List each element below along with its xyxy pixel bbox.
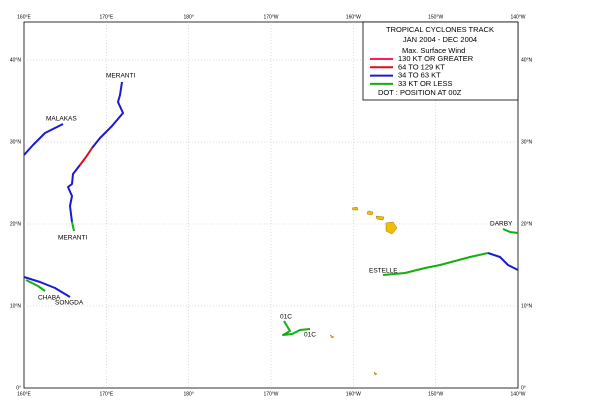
lat-label: 30°N <box>521 139 533 145</box>
lon-label: 160°E <box>17 391 31 397</box>
track <box>23 276 71 298</box>
track <box>67 164 81 223</box>
lon-label: 180° <box>183 14 193 20</box>
lat-label: 10°N <box>10 303 22 309</box>
storm-label: CHABA <box>38 295 61 302</box>
lon-label: 160°W <box>346 391 361 397</box>
hawaii <box>329 206 398 376</box>
legend-subtitle: Max. Surface Wind <box>402 46 465 55</box>
lon-label: 150°W <box>428 14 443 20</box>
lat-label: 20°N <box>521 221 533 227</box>
lat-label: 30°N <box>10 139 22 145</box>
lon-label: 150°W <box>428 391 443 397</box>
lon-label: 170°W <box>263 391 278 397</box>
storm-label: MALAKAS <box>46 116 77 123</box>
lon-label: 170°W <box>263 14 278 20</box>
track <box>502 228 519 234</box>
legend-title: TROPICAL CYCLONES TRACK <box>386 25 494 34</box>
track <box>487 252 519 271</box>
track <box>91 81 124 149</box>
legend-period: JAN 2004 - DEC 2004 <box>403 35 477 44</box>
legend-label: 64 TO 129 KT <box>398 62 445 71</box>
lat-label: 40°N <box>521 57 533 63</box>
storm-labels: MERANTI MALAKAS MERANTI CHABA SONGDA DAR… <box>38 73 513 339</box>
legend-box <box>362 21 519 101</box>
storm-label: 01C <box>304 332 316 339</box>
storm-label: MERANTI <box>58 235 87 242</box>
lat-label: 0° <box>16 385 21 391</box>
lon-label: 140°W <box>510 14 525 20</box>
track <box>25 279 46 292</box>
lat-label: 0° <box>521 385 526 391</box>
lon-label: 160°W <box>346 14 361 20</box>
track <box>79 147 93 166</box>
lat-label: 20°N <box>10 221 22 227</box>
track <box>71 221 75 232</box>
legend-label: 34 TO 63 KT <box>398 71 441 80</box>
lon-label: 140°W <box>510 391 525 397</box>
lon-label: 170°E <box>99 391 113 397</box>
track <box>23 123 64 156</box>
track <box>382 252 489 276</box>
legend-label: 33 KT OR LESS <box>398 79 452 88</box>
lon-label: 160°E <box>17 14 31 20</box>
legend-label: 130 KT OR GREATER <box>398 54 474 63</box>
storm-label: MERANTI <box>106 73 135 80</box>
lon-label: 170°E <box>99 14 113 20</box>
storm-label: SONGDA <box>55 300 84 307</box>
track <box>282 320 311 336</box>
lat-label: 40°N <box>10 57 22 63</box>
lat-label: 10°N <box>521 303 533 309</box>
storm-label: ESTELLE <box>369 268 398 275</box>
lon-label: 180° <box>183 391 193 397</box>
tracks <box>23 81 519 336</box>
axis-labels: 160°E 160°E 170°E 170°E 180° 180° 170°W 170°W 16… <box>10 14 533 397</box>
legend-note: DOT : POSITION AT 00Z <box>378 88 462 97</box>
storm-label: DARBY <box>490 221 513 228</box>
legend: TROPICAL CYCLONES TRACK JAN 2004 - DEC 2… <box>362 21 519 101</box>
storm-label: 01C <box>280 314 292 321</box>
